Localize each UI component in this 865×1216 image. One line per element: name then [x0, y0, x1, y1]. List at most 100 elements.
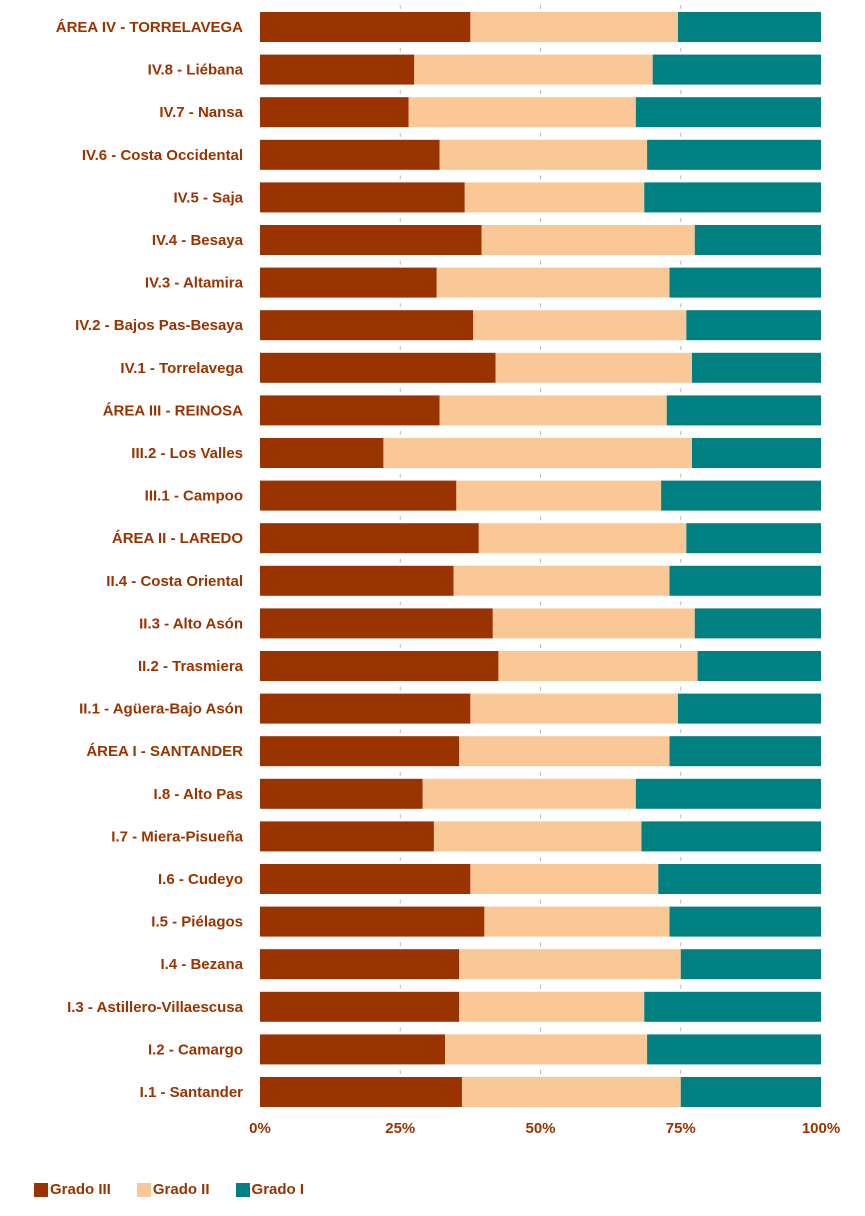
bar-grado-ii-iv-5-saja	[464, 182, 645, 213]
bar-grado-i-area-ii-laredo	[686, 523, 821, 554]
bar-grado-i-iv-6-costa-occidental	[647, 139, 821, 170]
bar-grado-iii-i-3-astillero-villaescusa	[260, 991, 460, 1022]
bar-grado-i-i-4-bezana	[680, 949, 821, 980]
category-label: IV.1 - Torrelavega	[120, 360, 243, 377]
bar-grado-iii-ii-3-alto-ason	[260, 608, 493, 639]
legend-item-grado-i: Grado I	[235, 1181, 305, 1198]
category-label: III.2 - Los Valles	[131, 445, 243, 462]
bar-grado-iii-iv-7-nansa	[260, 97, 409, 128]
bar-grado-ii-ii-4-costa-oriental	[453, 565, 670, 596]
bar-grado-i-ii-4-costa-oriental	[669, 565, 821, 596]
category-label: ÁREA III - REINOSA	[103, 402, 243, 419]
bar-grado-ii-ii-3-alto-ason	[492, 608, 695, 639]
bar-grado-ii-i-5-pielagos	[484, 906, 670, 937]
bar-grado-ii-iv-7-nansa	[408, 97, 636, 128]
category-label: I.1 - Santander	[140, 1084, 244, 1101]
x-tick-label: 50%	[525, 1120, 555, 1137]
bar-grado-ii-i-2-camargo	[445, 1034, 648, 1065]
bar-grado-iii-ii-2-trasmiera	[260, 651, 499, 681]
category-label: IV.6 - Costa Occidental	[82, 147, 243, 164]
bar-grado-iii-i-4-bezana	[260, 949, 460, 980]
bars-group	[260, 12, 821, 1107]
legend-swatch-grado-i	[235, 1182, 250, 1197]
category-label: I.6 - Cudeyo	[158, 871, 243, 888]
bar-grado-iii-i-1-santander	[260, 1077, 462, 1107]
x-tick-label: 100%	[802, 1120, 840, 1137]
bar-grado-i-area-i-santander	[669, 736, 821, 767]
bar-grado-ii-area-ii-laredo	[478, 523, 687, 554]
bar-grado-iii-i-8-alto-pas	[260, 778, 423, 809]
bar-grado-ii-iii-1-campoo	[456, 480, 662, 511]
bar-grado-i-iv-5-saja	[644, 182, 821, 213]
x-tick-label: 0%	[249, 1120, 271, 1137]
bar-grado-iii-iv-3-altamira	[260, 267, 437, 298]
bar-grado-i-ii-1-aguera-bajo-ason	[677, 693, 821, 724]
bar-grado-iii-i-7-miera-pisuena	[260, 821, 434, 852]
category-label: I.5 - Piélagos	[151, 914, 243, 931]
legend-label-grado-i: Grado I	[251, 1181, 305, 1198]
bar-grado-ii-i-4-bezana	[459, 949, 681, 980]
bar-grado-i-iv-7-nansa	[635, 97, 821, 128]
bar-grado-i-iv-3-altamira	[669, 267, 821, 298]
legend-label-grado-ii: Grado II	[152, 1181, 210, 1198]
category-label: I.3 - Astillero-Villaescusa	[67, 999, 244, 1016]
category-label: IV.2 - Bajos Pas-Besaya	[75, 317, 244, 334]
legend-item-grado-iii: Grado III	[34, 1181, 111, 1198]
bar-grado-i-i-3-astillero-villaescusa	[644, 991, 821, 1022]
bar-grado-ii-i-8-alto-pas	[422, 778, 636, 809]
bar-grado-iii-iv-1-torrelavega	[260, 352, 496, 383]
category-label: II.4 - Costa Oriental	[106, 573, 243, 590]
bar-grado-iii-area-ii-laredo	[260, 523, 479, 554]
bar-grado-ii-i-1-santander	[461, 1077, 681, 1107]
bar-grado-iii-i-6-cudeyo	[260, 864, 471, 894]
bar-grado-iii-iv-8-liebana	[260, 54, 415, 85]
stacked-bar-chart: ÁREA IV - TORRELAVEGA IV.8 - Liébana IV.7 …	[56, 5, 840, 1137]
bar-grado-ii-i-6-cudeyo	[470, 864, 659, 894]
bar-grado-i-ii-3-alto-ason	[694, 608, 821, 639]
legend: Grado III Grado II Grado I	[34, 1181, 330, 1198]
category-label: II.2 - Trasmiera	[138, 658, 244, 675]
bar-grado-i-i-8-alto-pas	[635, 778, 821, 809]
category-label: IV.5 - Saja	[174, 189, 244, 206]
bar-grado-i-area-iv-torrelavega	[677, 12, 821, 42]
category-label: I.7 - Miera-Pisueña	[111, 828, 243, 845]
legend-swatch-grado-ii	[136, 1182, 151, 1197]
legend-label-grado-iii: Grado III	[50, 1181, 111, 1198]
category-label: I.2 - Camargo	[148, 1041, 243, 1058]
bar-grado-ii-iv-3-altamira	[436, 267, 670, 298]
bar-grado-ii-i-7-miera-pisuena	[433, 821, 642, 852]
bar-grado-ii-iv-2-bajos-pas-besaya	[473, 310, 687, 341]
bar-grado-ii-iii-2-los-valles	[383, 438, 692, 468]
bar-grado-i-i-1-santander	[680, 1077, 821, 1107]
bar-grado-i-i-5-pielagos	[669, 906, 821, 937]
category-label: II.3 - Alto Asón	[139, 615, 243, 632]
bar-grado-iii-ii-4-costa-oriental	[260, 565, 454, 596]
bar-grado-iii-ii-1-aguera-bajo-ason	[260, 693, 471, 724]
bar-grado-ii-iv-4-besaya	[481, 225, 695, 255]
bar-grado-iii-area-i-santander	[260, 736, 460, 767]
category-label: II.1 - Agüera-Bajo Asón	[79, 701, 243, 718]
bar-grado-iii-iii-2-los-valles	[260, 438, 384, 468]
bar-grado-i-i-7-miera-pisuena	[641, 821, 821, 852]
x-tick-label: 25%	[385, 1120, 415, 1137]
bar-grado-ii-iv-6-costa-occidental	[439, 139, 648, 170]
legend-item-grado-ii: Grado II	[136, 1181, 210, 1198]
category-label: IV.7 - Nansa	[159, 104, 243, 121]
bar-grado-ii-area-i-santander	[459, 736, 670, 767]
bar-grado-i-iv-4-besaya	[694, 225, 821, 255]
bar-grado-ii-ii-1-aguera-bajo-ason	[470, 693, 678, 724]
category-label: I.4 - Bezana	[160, 956, 243, 973]
bar-grado-iii-iv-4-besaya	[260, 225, 482, 255]
bar-grado-i-i-2-camargo	[647, 1034, 821, 1065]
category-label: ÁREA I - SANTANDER	[86, 743, 243, 760]
category-label: I.8 - Alto Pas	[154, 786, 243, 803]
bar-grado-i-iii-2-los-valles	[691, 438, 821, 468]
bar-grado-iii-iv-2-bajos-pas-besaya	[260, 310, 474, 341]
bar-grado-iii-i-2-camargo	[260, 1034, 446, 1065]
legend-swatch-grado-iii	[34, 1182, 48, 1197]
bar-grado-i-iii-1-campoo	[661, 480, 821, 511]
bar-grado-ii-area-iv-torrelavega	[470, 12, 678, 42]
bar-grado-iii-i-5-pielagos	[260, 906, 485, 937]
category-label: ÁREA II - LAREDO	[112, 530, 243, 547]
bar-grado-i-ii-2-trasmiera	[697, 651, 821, 681]
